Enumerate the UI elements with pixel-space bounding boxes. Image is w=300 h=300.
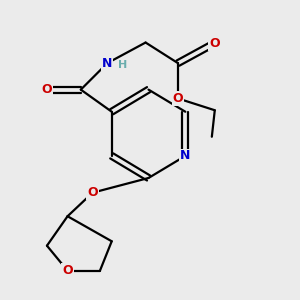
Text: O: O <box>62 264 73 277</box>
Text: H: H <box>118 61 127 70</box>
Text: N: N <box>102 57 112 70</box>
Text: N: N <box>180 149 190 162</box>
Text: O: O <box>87 186 98 199</box>
Text: O: O <box>173 92 183 105</box>
Text: O: O <box>209 38 220 50</box>
Text: O: O <box>42 83 52 96</box>
